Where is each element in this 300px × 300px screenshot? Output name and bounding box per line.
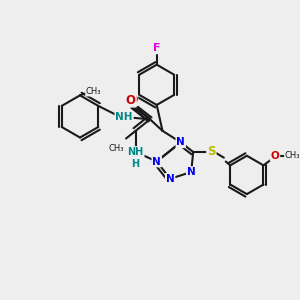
Text: N: N xyxy=(176,137,185,147)
Text: O: O xyxy=(271,151,279,161)
Text: N: N xyxy=(187,167,196,177)
Text: N: N xyxy=(166,174,175,184)
Text: NH: NH xyxy=(116,112,133,122)
Text: CH₃: CH₃ xyxy=(86,87,101,96)
Text: F: F xyxy=(153,44,160,53)
Text: NH: NH xyxy=(128,147,144,157)
Text: H: H xyxy=(132,159,140,170)
Text: O: O xyxy=(128,95,137,105)
Text: CH₃: CH₃ xyxy=(109,144,124,153)
Text: O: O xyxy=(126,94,136,106)
Text: N: N xyxy=(152,157,161,166)
Text: CH₃: CH₃ xyxy=(284,151,300,160)
Text: S: S xyxy=(207,146,216,158)
